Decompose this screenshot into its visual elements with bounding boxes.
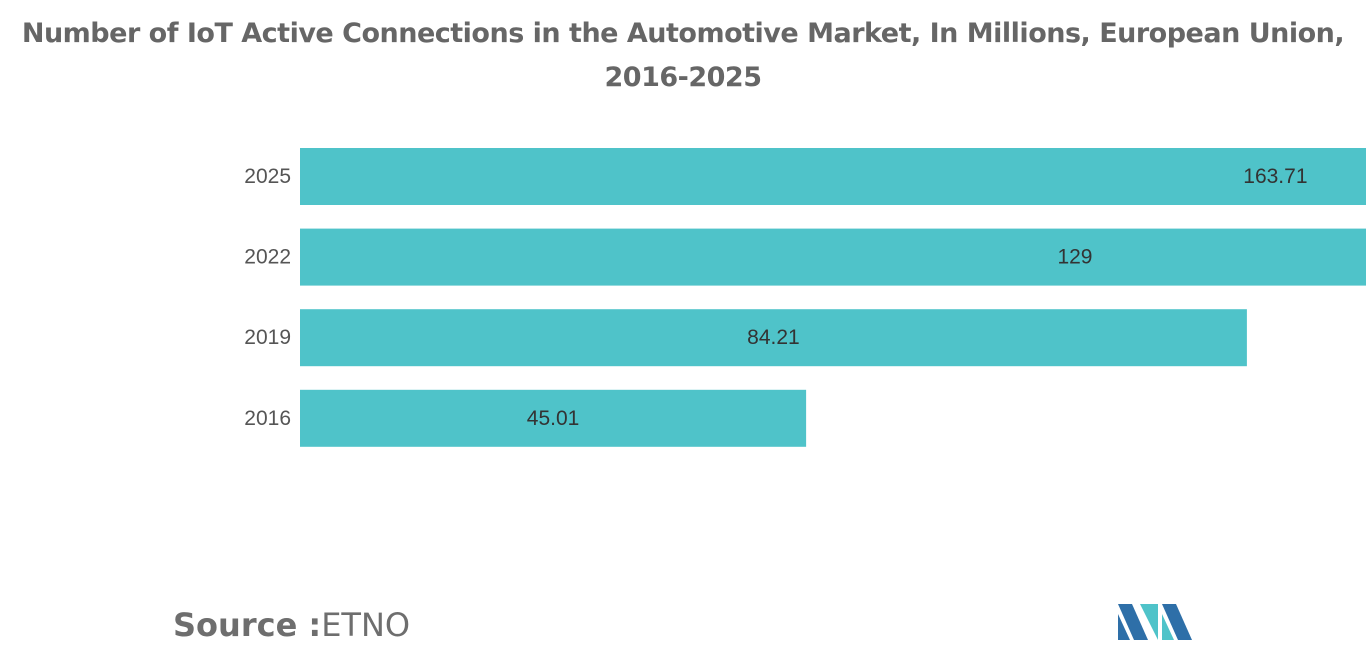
- source-value: ETNO: [321, 606, 411, 644]
- bar-2022: [300, 228, 1366, 286]
- bar-2019: [300, 309, 1247, 367]
- category-label-2025: 2025: [244, 165, 291, 188]
- value-label-2019: 84.21: [747, 326, 800, 349]
- bar-chart: 2025 2022 2019 2016 163.71 129 84.21 45.01: [244, 148, 1366, 447]
- source-note: Source :ETNO: [173, 606, 410, 644]
- value-label-2016: 45.01: [527, 407, 580, 430]
- value-label-2025: 163.71: [1243, 165, 1307, 188]
- category-label-2016: 2016: [244, 407, 291, 430]
- category-label-2022: 2022: [244, 246, 291, 269]
- mordor-intelligence-logo-icon: [1118, 604, 1192, 640]
- bar-2025: [300, 148, 1366, 205]
- source-label: Source :: [173, 606, 322, 644]
- category-label-2019: 2019: [244, 326, 291, 349]
- value-label-2022: 129: [1057, 246, 1092, 269]
- value-labels-group: 163.71 129 84.21 45.01: [527, 165, 1308, 430]
- bars-group: [300, 148, 1366, 447]
- chart-title: Number of IoT Active Connections in the …: [21, 18, 1345, 93]
- category-labels-group: 2025 2022 2019 2016: [244, 165, 291, 430]
- bar-2016: [300, 389, 807, 447]
